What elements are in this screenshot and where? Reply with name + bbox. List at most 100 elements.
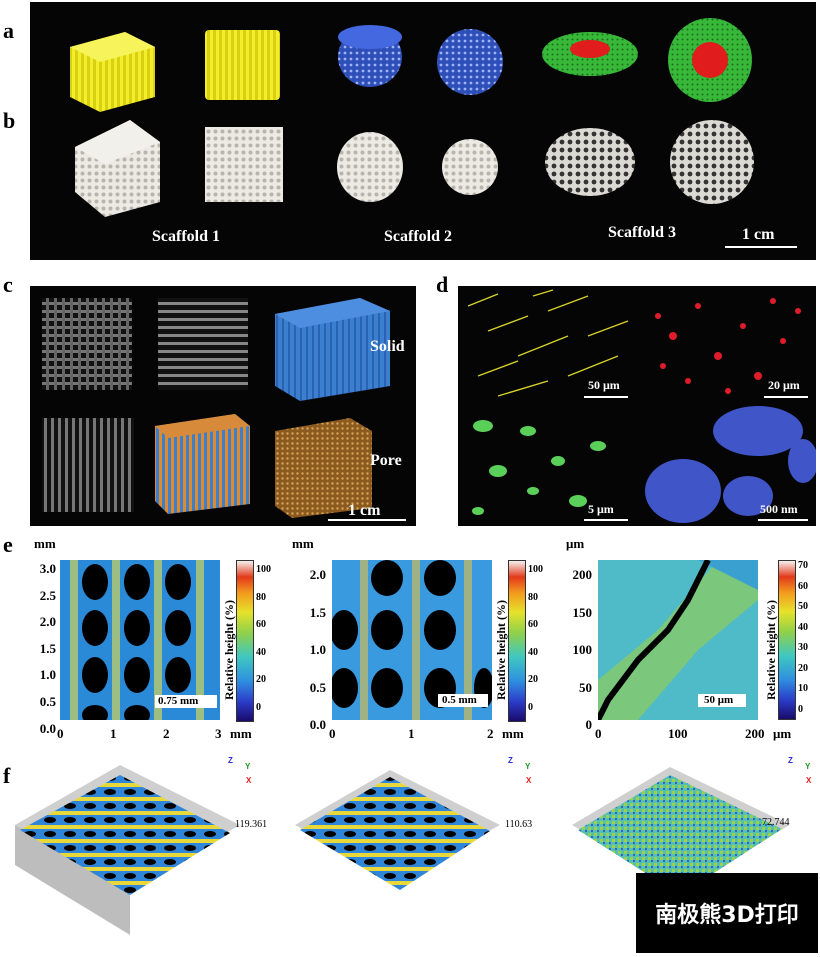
e2-height-map: 0.5 mm xyxy=(332,560,492,720)
scaffold-1-label: Scaffold 1 xyxy=(152,228,220,245)
watermark-badge: 南极熊3D打印 xyxy=(636,873,818,953)
e2-x-tick: 2 xyxy=(487,726,494,741)
e1-cb-tick: 20 xyxy=(256,674,266,685)
panel-label-b: b xyxy=(3,108,16,133)
e1-cb-tick: 0 xyxy=(256,701,261,713)
scaffold-photo-panel: Scaffold 1 Scaffold 2 Scaffold 3 1 cm xyxy=(30,2,816,260)
e2-y-tick: 1.0 xyxy=(309,642,326,657)
e1-x-tick: 0 xyxy=(57,726,64,741)
e2-y-tick: 0.5 xyxy=(309,679,326,695)
f3-max: 72.744 xyxy=(762,817,790,828)
e2-scale-label: 0.5 mm xyxy=(442,694,477,706)
e3-cb-tick: 10 xyxy=(798,683,808,694)
e3-x-tick: 100 xyxy=(668,726,688,741)
e3-cb-tick: 20 xyxy=(798,662,808,674)
fluorescence-images xyxy=(458,286,818,526)
e3-y-tick: 0 xyxy=(585,717,593,732)
e2-y-unit: mm xyxy=(292,536,314,551)
f1-axis-y: Y xyxy=(245,762,251,771)
scaffold-renders-image xyxy=(70,18,754,217)
e1-height-map-image xyxy=(60,560,220,720)
scale-bar-label-d3: 5 μm xyxy=(588,502,614,516)
e1-cb-tick: 100 xyxy=(256,564,271,575)
f1-axis-x: X xyxy=(246,776,252,785)
e3-y-tick: 100 xyxy=(572,642,593,657)
e3-height-map-image xyxy=(598,560,758,720)
e2-colorbar xyxy=(508,560,526,722)
panel-label-d: d xyxy=(436,272,449,297)
micro-ct-panel: Solid Pore 1 cm xyxy=(30,286,416,526)
e1-cb-tick: 60 xyxy=(256,619,266,630)
e3-y-tick: 50 xyxy=(579,679,592,695)
surface-3d-plots: 119.361 110.63 72.744 Z Y X Z Y X Z Y X xyxy=(15,756,812,935)
e3-x-tick: 0 xyxy=(595,726,602,741)
e3-x-unit: μm xyxy=(773,726,792,741)
e1-y-tick: 2.5 xyxy=(39,587,56,603)
e3-colorbar xyxy=(778,560,796,720)
f3-axis-y: Y xyxy=(805,762,811,771)
e2-cb-tick: 100 xyxy=(528,564,543,575)
e3-y-ticks: 200 150 100 50 0 xyxy=(560,556,593,744)
e1-cb-ticks: 100 80 60 40 20 0 xyxy=(256,556,271,721)
e1-cb-title: Relative height (%) xyxy=(222,600,236,700)
scale-bar-d2 xyxy=(764,396,808,398)
e2-cb-tick: 20 xyxy=(528,674,538,685)
e3-height-map: 50 μm xyxy=(598,560,758,720)
scale-bar-label-ab: 1 cm xyxy=(742,226,775,243)
e3-cb-tick: 30 xyxy=(798,642,808,653)
pore-label: Pore xyxy=(370,452,402,469)
e1-y-unit: mm xyxy=(34,536,56,551)
scaffold-2-label: Scaffold 2 xyxy=(384,228,452,245)
f2-axis-x: X xyxy=(526,776,532,785)
e1-y-tick: 2.0 xyxy=(39,614,56,630)
e2-cb-tick: 0 xyxy=(528,701,533,713)
scale-bar-label-d2: 20 μm xyxy=(768,378,800,392)
e2-y-tick: 2.0 xyxy=(309,567,326,582)
e2-y-tick: 0.0 xyxy=(309,717,326,732)
e3-y-tick: 200 xyxy=(572,567,593,582)
scale-bar-ab xyxy=(725,246,797,248)
f2-axis-z: Z xyxy=(508,756,513,765)
e1-x-tick: 3 xyxy=(215,726,222,741)
e3-y-unit: μm xyxy=(566,536,585,551)
scale-bar-label-d1: 50 μm xyxy=(588,378,620,392)
e2-x-tick: 0 xyxy=(329,726,336,741)
scale-bar-d4 xyxy=(758,519,808,521)
e1-colorbar xyxy=(236,560,254,722)
e2-cb-ticks: 100 80 60 40 20 0 xyxy=(528,556,543,721)
e2-height-map-image xyxy=(332,560,492,720)
e3-y-tick: 150 xyxy=(572,604,593,620)
e2-cb-tick: 40 xyxy=(528,646,538,658)
e1-cb-tick: 80 xyxy=(256,591,266,603)
scale-bar-label-c: 1 cm xyxy=(348,502,381,519)
e1-x-tick: 2 xyxy=(163,726,170,741)
e3-cb-title: Relative height (%) xyxy=(764,600,778,700)
e1-y-tick: 3.0 xyxy=(39,561,56,576)
e3-x-tick: 200 xyxy=(745,726,765,741)
f2-max: 110.63 xyxy=(505,819,532,830)
e2-cb-tick: 60 xyxy=(528,619,538,630)
solid-label: Solid xyxy=(370,338,405,355)
e3-scale-label: 50 μm xyxy=(704,694,734,706)
e1-y-ticks: 3.0 2.5 2.0 1.5 1.0 0.5 0.0 xyxy=(28,556,56,742)
e1-scale-label: 0.75 mm xyxy=(158,695,199,707)
panel-label-e: e xyxy=(3,532,13,557)
e3-cb-tick: 50 xyxy=(798,601,808,612)
e2-cb-title: Relative height (%) xyxy=(494,600,508,700)
f1-axis-z: Z xyxy=(228,756,233,765)
e1-y-tick: 0.0 xyxy=(39,720,56,736)
e1-cb-tick: 40 xyxy=(256,646,266,658)
f2-axis-y: Y xyxy=(525,762,531,771)
scale-bar-d1 xyxy=(584,396,628,398)
e2-x-tick: 1 xyxy=(408,726,415,741)
e1-x-tick: 1 xyxy=(110,726,117,741)
f3-axis-x: X xyxy=(806,776,812,785)
f3-axis-z: Z xyxy=(788,756,793,765)
e3-cb-tick: 70 xyxy=(798,560,808,571)
e3-cb-tick: 60 xyxy=(798,580,808,592)
micro-ct-image xyxy=(42,298,390,518)
panel-label-a: a xyxy=(3,18,14,43)
e2-y-ticks: 2.0 1.5 1.0 0.5 0.0 xyxy=(296,556,326,744)
scaffold-3-label: Scaffold 3 xyxy=(608,224,676,241)
panel-label-f: f xyxy=(3,763,11,788)
